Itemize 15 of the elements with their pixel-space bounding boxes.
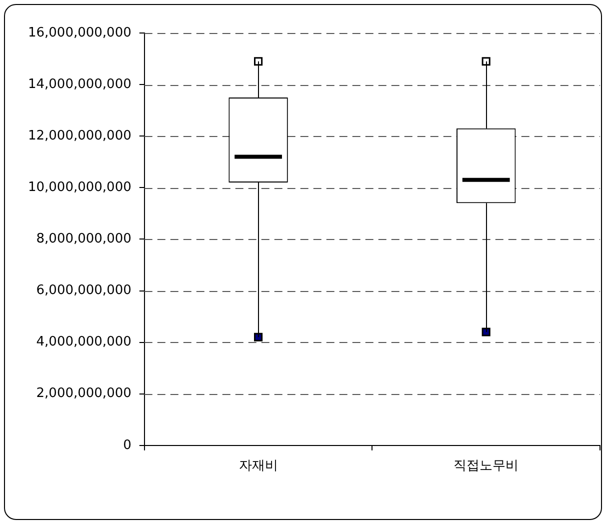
y-tick-label: 12,000,000,000 bbox=[28, 128, 132, 144]
y-tick-label: 10,000,000,000 bbox=[28, 180, 132, 196]
y-tick-label: 2,000,000,000 bbox=[36, 386, 132, 402]
y-tick-label: 0 bbox=[123, 438, 132, 453]
point bbox=[482, 57, 490, 66]
x-tick-label: 자재비 bbox=[238, 458, 278, 474]
y-tick-label: 16,000,000,000 bbox=[28, 25, 132, 40]
x-tick-label: 직접노무비 bbox=[454, 458, 519, 474]
y-tick-label: 4,000,000,000 bbox=[36, 334, 132, 350]
point bbox=[482, 328, 490, 336]
y-tick-label: 6,000,000,000 bbox=[36, 283, 132, 298]
y-tick-label: 14,000,000,000 bbox=[28, 76, 132, 92]
point bbox=[254, 57, 263, 66]
y-tick-label: 8,000,000,000 bbox=[36, 232, 132, 247]
point bbox=[254, 332, 263, 342]
